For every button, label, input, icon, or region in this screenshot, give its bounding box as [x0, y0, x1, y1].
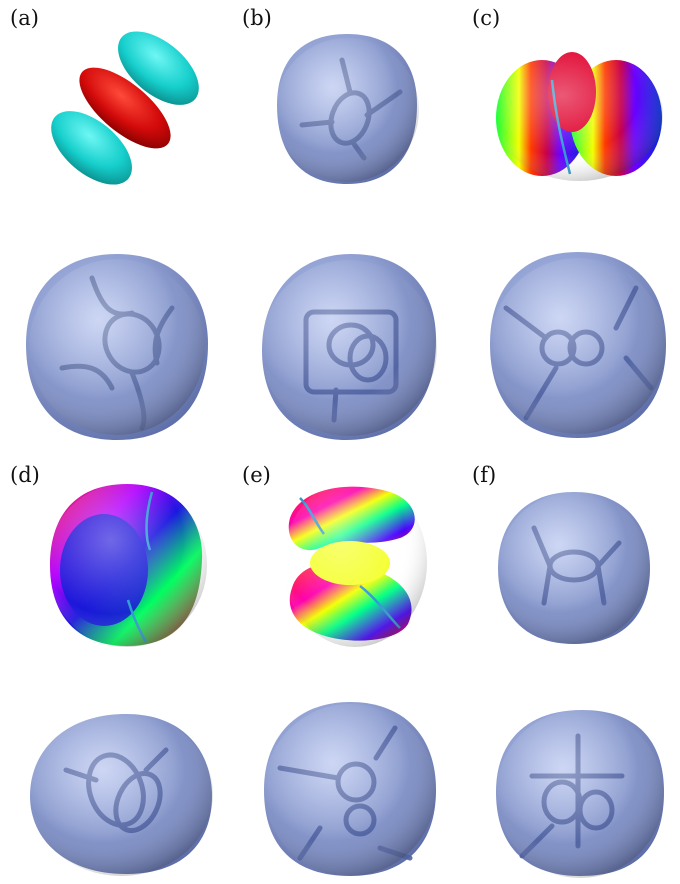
panel-label-f: (f) — [472, 463, 497, 487]
panel-e-phase-lobes — [280, 478, 430, 648]
panel-c-vortex-surface — [486, 248, 670, 444]
panel-b-vortex-surface-top — [272, 30, 422, 190]
panel-e-vortex-surface — [260, 698, 440, 880]
panel-f-vortex-surface-bottom — [492, 706, 668, 880]
panel-a-vortex-surface — [22, 248, 212, 444]
panel-c-phase-lobes — [494, 40, 664, 181]
panel-d-phase-surface — [42, 480, 212, 650]
panel-label-a: (a) — [10, 6, 39, 30]
panel-a-orbital-lobes — [40, 28, 210, 188]
panel-label-b: (b) — [242, 6, 272, 30]
panel-d-vortex-surface — [26, 710, 216, 880]
panel-f-vortex-surface-top — [494, 488, 654, 648]
panel-label-e: (e) — [242, 463, 271, 487]
panel-b-vortex-surface-bottom — [256, 250, 442, 446]
panel-label-c: (c) — [472, 6, 501, 30]
panel-label-d: (d) — [10, 463, 40, 487]
